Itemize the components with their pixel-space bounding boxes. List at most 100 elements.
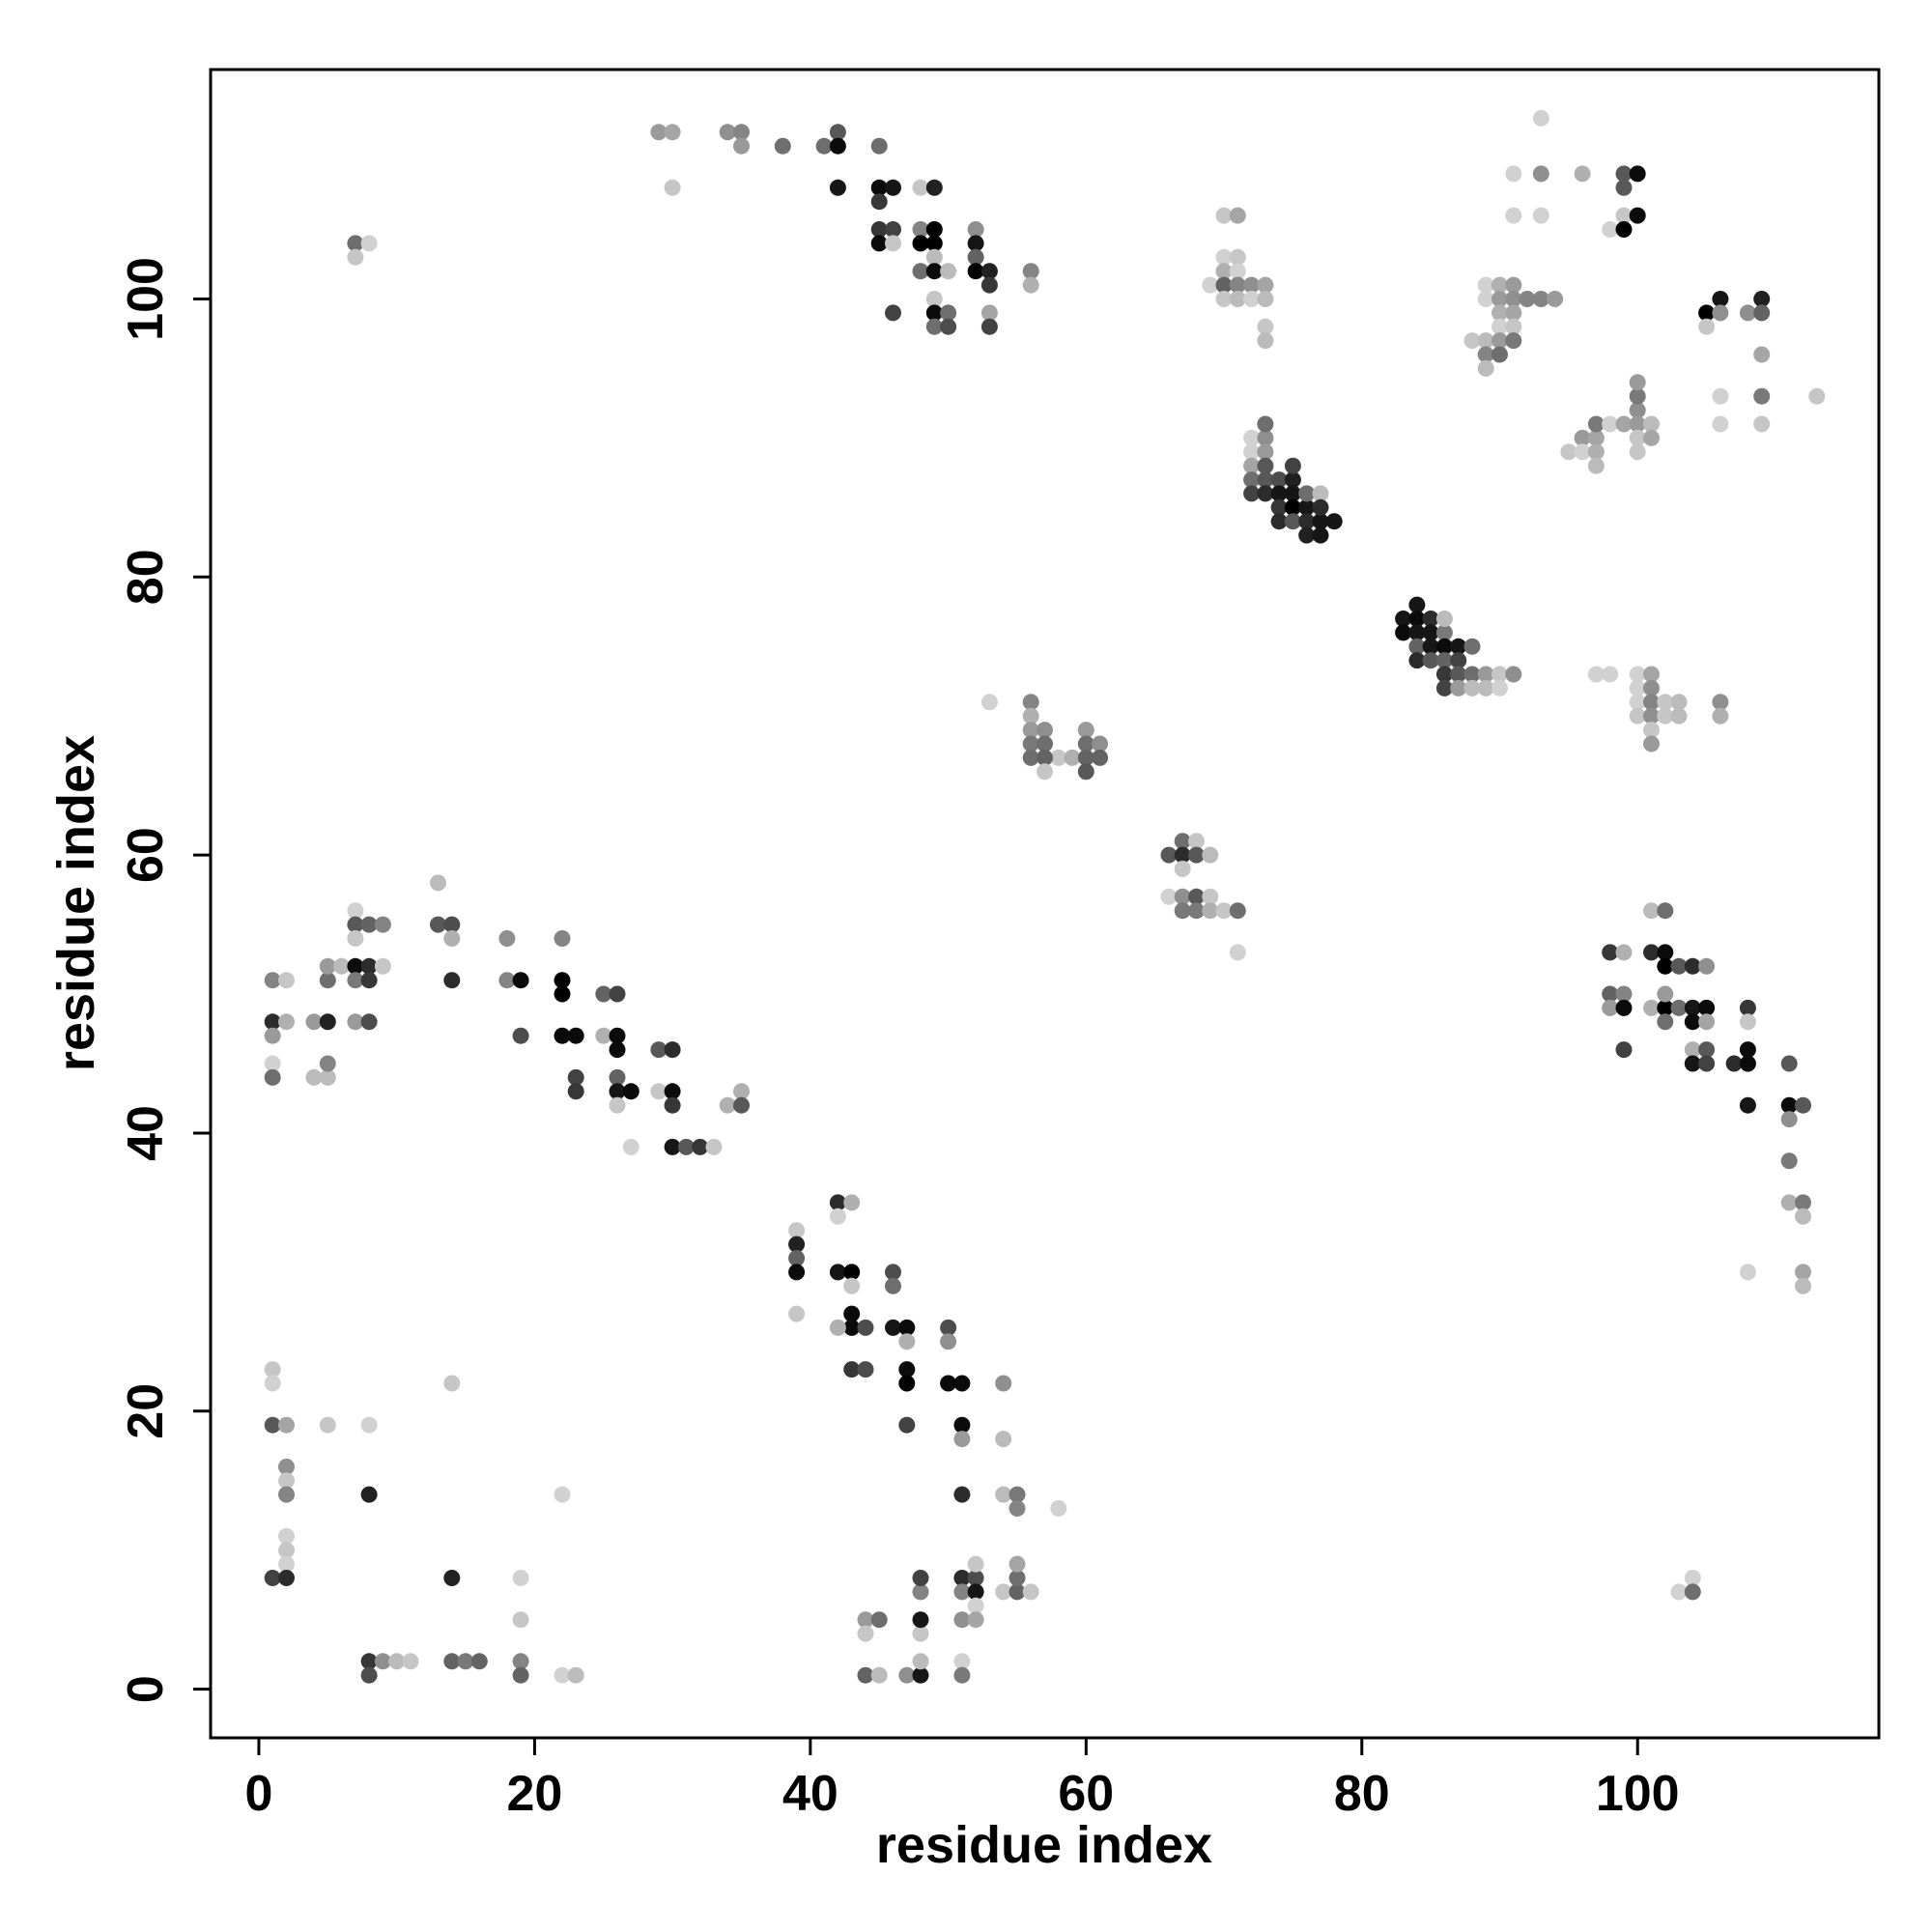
data-point xyxy=(1022,694,1039,711)
data-point xyxy=(925,221,943,238)
data-point xyxy=(347,957,364,975)
data-point xyxy=(788,1236,806,1253)
data-point xyxy=(980,318,998,335)
data-point xyxy=(1077,749,1094,766)
data-point xyxy=(1463,679,1481,696)
data-point xyxy=(953,1570,971,1586)
data-point xyxy=(1795,1208,1811,1225)
data-point xyxy=(829,124,846,141)
data-point xyxy=(1684,1583,1701,1601)
data-point xyxy=(1408,624,1426,641)
data-point xyxy=(1753,387,1771,405)
data-point xyxy=(1009,1500,1026,1517)
data-point xyxy=(347,972,364,989)
data-point xyxy=(1408,638,1426,655)
data-point xyxy=(1684,1055,1701,1072)
data-point xyxy=(1009,1570,1026,1586)
data-point xyxy=(443,930,461,947)
data-point xyxy=(1435,624,1453,641)
data-point xyxy=(1615,415,1633,433)
data-point xyxy=(443,1653,461,1670)
data-point xyxy=(953,1583,971,1601)
data-point xyxy=(333,957,351,975)
data-point xyxy=(374,916,391,933)
data-point xyxy=(857,1625,874,1642)
data-point xyxy=(1670,999,1688,1016)
data-point xyxy=(692,1138,709,1155)
data-point xyxy=(1298,498,1316,516)
data-point xyxy=(1643,944,1660,961)
data-point xyxy=(1492,304,1508,322)
data-point xyxy=(1257,291,1274,307)
data-point xyxy=(815,137,833,155)
data-point xyxy=(898,1666,916,1684)
data-point xyxy=(374,1653,391,1670)
data-point xyxy=(664,124,681,141)
data-point xyxy=(1092,749,1109,766)
data-point xyxy=(1712,707,1729,724)
data-point xyxy=(953,1486,971,1503)
data-point xyxy=(1270,471,1288,489)
data-point xyxy=(1257,457,1274,474)
data-point xyxy=(733,124,750,141)
x-axis-label: residue index xyxy=(876,1816,1212,1874)
data-point xyxy=(870,221,888,238)
data-point xyxy=(278,1542,295,1559)
data-point xyxy=(1780,1055,1798,1072)
data-point xyxy=(567,1068,584,1086)
data-point xyxy=(1160,846,1178,864)
data-point xyxy=(1615,179,1633,196)
data-point xyxy=(1602,985,1619,1003)
data-point xyxy=(1602,999,1619,1016)
data-point xyxy=(870,1611,888,1629)
data-point xyxy=(1435,611,1453,627)
data-point xyxy=(1643,415,1660,433)
data-point xyxy=(940,1333,957,1350)
data-point xyxy=(1408,611,1426,627)
data-point xyxy=(995,1431,1012,1448)
data-point xyxy=(829,1319,846,1336)
y-tick-label: 80 xyxy=(118,549,174,605)
data-point xyxy=(1229,207,1246,224)
data-point xyxy=(870,1666,888,1684)
x-tick-label: 20 xyxy=(506,1766,562,1822)
data-point xyxy=(788,1264,806,1281)
data-point xyxy=(264,1570,281,1586)
data-point xyxy=(347,902,364,920)
data-point xyxy=(1229,902,1246,920)
data-point xyxy=(1257,443,1274,461)
data-point xyxy=(1202,846,1219,864)
data-point xyxy=(967,263,984,280)
data-point xyxy=(1753,304,1771,322)
data-point xyxy=(1022,707,1039,724)
data-point xyxy=(843,1361,861,1378)
data-point xyxy=(264,1416,281,1434)
data-point xyxy=(278,1458,295,1475)
data-point xyxy=(1450,666,1467,683)
data-point xyxy=(857,1666,874,1684)
data-point xyxy=(1257,415,1274,433)
data-point xyxy=(912,1625,929,1642)
data-point xyxy=(1477,332,1494,350)
data-point xyxy=(1492,679,1508,696)
y-tick-label: 20 xyxy=(118,1383,174,1439)
data-point xyxy=(967,1597,984,1614)
data-point xyxy=(1312,498,1329,516)
data-point xyxy=(1602,221,1619,238)
data-point xyxy=(967,248,984,266)
data-point xyxy=(360,1416,378,1434)
data-point xyxy=(1325,513,1343,530)
data-point xyxy=(1629,707,1646,724)
data-point xyxy=(1463,332,1481,350)
data-point xyxy=(1463,666,1481,683)
data-point xyxy=(430,916,446,933)
data-point xyxy=(1215,207,1233,224)
data-point xyxy=(1643,707,1660,724)
data-point xyxy=(912,263,929,280)
data-point xyxy=(1780,1152,1798,1170)
y-axis: 0 20 40 60 80 100 xyxy=(118,257,211,1703)
data-point xyxy=(953,1666,971,1684)
data-point xyxy=(264,1027,281,1044)
data-point xyxy=(1284,498,1301,516)
data-point xyxy=(1492,318,1508,335)
